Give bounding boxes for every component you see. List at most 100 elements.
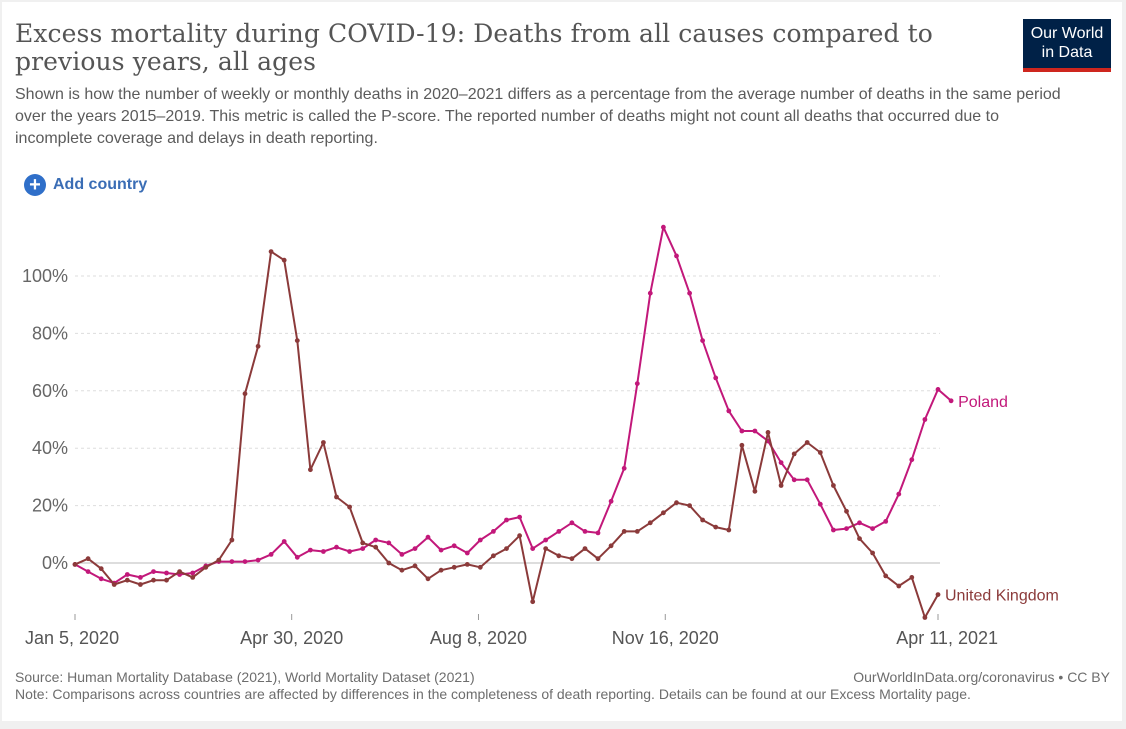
data-point-united-kingdom (778, 483, 784, 488)
y-tick-label: 20% (32, 496, 68, 516)
data-point-united-kingdom (608, 543, 614, 549)
data-point-united-kingdom (870, 550, 875, 556)
data-point-poland (608, 498, 614, 504)
data-point-poland (844, 526, 849, 531)
data-point-poland (321, 549, 326, 554)
data-point-poland (857, 520, 862, 526)
data-point-poland (124, 572, 130, 577)
data-point-united-kingdom (138, 582, 143, 587)
add-country-button[interactable]: + Add country (24, 173, 147, 197)
data-point-united-kingdom (817, 450, 823, 455)
data-point-united-kingdom (517, 533, 522, 539)
logo-line-2: in Data (1041, 44, 1093, 61)
data-point-united-kingdom (569, 556, 575, 562)
data-point-united-kingdom (360, 540, 366, 546)
series-line-poland (74, 226, 952, 585)
data-point-united-kingdom (308, 467, 313, 473)
data-point-united-kingdom (804, 440, 810, 445)
data-point-united-kingdom (909, 575, 915, 580)
data-point-poland (817, 501, 823, 507)
data-point-united-kingdom (621, 529, 627, 534)
data-point-poland (883, 519, 889, 524)
add-country-label: Add country (53, 176, 148, 193)
data-point-united-kingdom (661, 510, 666, 516)
data-point-united-kingdom (922, 615, 928, 620)
x-tick-label: Apr 11, 2021 (896, 628, 998, 648)
y-tick-label: 60% (32, 381, 68, 401)
data-point-poland (464, 550, 470, 556)
data-point-united-kingdom (530, 599, 536, 605)
data-point-united-kingdom (347, 504, 352, 510)
data-point-united-kingdom (373, 544, 379, 550)
data-point-united-kingdom (425, 576, 431, 582)
data-point-united-kingdom (504, 546, 509, 551)
data-point-poland (621, 465, 627, 471)
data-point-poland (831, 527, 836, 533)
data-point-united-kingdom (386, 560, 392, 566)
y-tick-label: 100% (22, 266, 68, 286)
data-point-poland (491, 529, 496, 534)
y-tick-label: 0% (42, 553, 68, 573)
data-point-united-kingdom (72, 562, 78, 567)
data-point-poland (791, 477, 797, 483)
data-point-united-kingdom (883, 573, 889, 579)
data-point-united-kingdom (687, 503, 692, 508)
data-point-poland (373, 537, 379, 543)
data-point-united-kingdom (791, 451, 797, 457)
data-point-poland (85, 569, 91, 574)
data-point-poland (543, 537, 549, 543)
data-point-united-kingdom (242, 391, 248, 397)
data-point-poland (229, 559, 235, 564)
data-point-united-kingdom (674, 500, 679, 506)
data-point-united-kingdom (582, 546, 588, 551)
data-point-united-kingdom (844, 508, 849, 514)
data-point-united-kingdom (294, 338, 300, 343)
data-point-poland (647, 290, 653, 296)
data-point-united-kingdom (164, 577, 169, 583)
data-point-poland (752, 428, 758, 434)
data-point-united-kingdom (216, 557, 222, 563)
data-point-poland (281, 539, 287, 544)
data-point-united-kingdom (321, 440, 326, 445)
data-point-united-kingdom (268, 249, 274, 255)
data-point-poland (268, 552, 274, 557)
y-tick-label: 80% (32, 323, 68, 343)
data-point-poland (661, 224, 666, 230)
data-point-united-kingdom (935, 592, 941, 597)
data-point-united-kingdom (124, 577, 130, 583)
data-point-poland (334, 544, 339, 550)
data-point-united-kingdom (491, 553, 496, 559)
data-point-united-kingdom (700, 517, 705, 523)
x-tick-label: Nov 16, 2020 (612, 628, 719, 648)
x-tick-label: Aug 8, 2020 (430, 628, 527, 648)
data-point-poland (451, 543, 457, 549)
data-point-united-kingdom (412, 563, 418, 569)
data-point-united-kingdom (739, 442, 745, 448)
data-point-united-kingdom (255, 343, 261, 349)
data-point-poland (804, 477, 810, 483)
logo-red-bar (1023, 68, 1111, 72)
owid-logo[interactable]: Our World in Data (1023, 19, 1111, 72)
data-point-united-kingdom (203, 564, 209, 570)
credit-link[interactable]: OurWorldInData.org/coronavirus • CC BY (853, 669, 1110, 685)
logo-line-1: Our World (1030, 25, 1104, 42)
series-label-united-kingdom: United Kingdom (945, 588, 1059, 605)
plus-circle-icon: + (24, 174, 46, 196)
data-point-poland (948, 398, 954, 404)
data-point-poland (308, 547, 313, 553)
data-point-poland (242, 559, 248, 564)
data-point-poland (595, 530, 601, 536)
line-chart: 0% 20% 40% 60% 80% 100% Jan 5, 2020 Apr 30, 202… (22, 224, 1059, 648)
data-point-poland (569, 520, 575, 526)
y-tick-label: 40% (32, 438, 68, 458)
data-point-united-kingdom (556, 553, 562, 559)
data-point-poland (98, 576, 104, 582)
data-point-poland (909, 457, 915, 463)
data-point-united-kingdom (896, 583, 902, 589)
data-point-poland (425, 534, 431, 540)
data-point-united-kingdom (177, 569, 183, 574)
data-point-poland (739, 428, 745, 434)
data-point-poland (360, 546, 366, 551)
data-point-poland (634, 381, 640, 386)
data-point-united-kingdom (98, 566, 104, 572)
